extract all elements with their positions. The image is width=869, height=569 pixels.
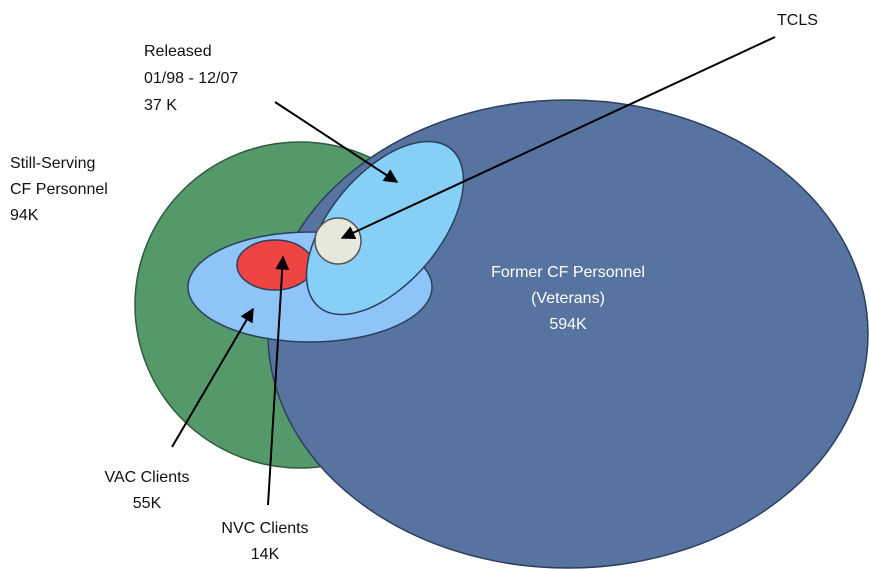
- label: NVC Clients: [221, 520, 308, 537]
- arrow: [171, 307, 254, 448]
- label: 37 K: [144, 97, 177, 114]
- arrow: [340, 36, 776, 240]
- label: Released: [144, 43, 212, 60]
- tcls-label: TCLS: [777, 12, 818, 29]
- still-serving-label: Still-Serving CF Personnel 94K: [10, 155, 108, 224]
- released-set: [305, 140, 465, 316]
- label: Former CF Personnel: [491, 264, 645, 281]
- arrow: [267, 255, 290, 506]
- label: (Veterans): [531, 290, 605, 307]
- tcls-set: [314, 217, 362, 265]
- label: VAC Clients: [104, 469, 189, 486]
- nvc-clients-set: [236, 239, 314, 291]
- label: Still-Serving: [10, 155, 95, 172]
- label: 55K: [133, 495, 162, 512]
- arrow: [274, 101, 399, 183]
- label: 14K: [251, 546, 280, 563]
- label: CF Personnel: [10, 181, 108, 198]
- nvc-label: NVC Clients 14K: [221, 520, 308, 563]
- former-label: Former CF Personnel (Veterans) 594K: [491, 264, 645, 333]
- label: 594K: [549, 316, 587, 333]
- label: 94K: [10, 207, 39, 224]
- vac-label: VAC Clients 55K: [104, 469, 189, 512]
- released-label: Released 01/98 - 12/07 37 K: [144, 43, 238, 114]
- label: 01/98 - 12/07: [144, 70, 238, 87]
